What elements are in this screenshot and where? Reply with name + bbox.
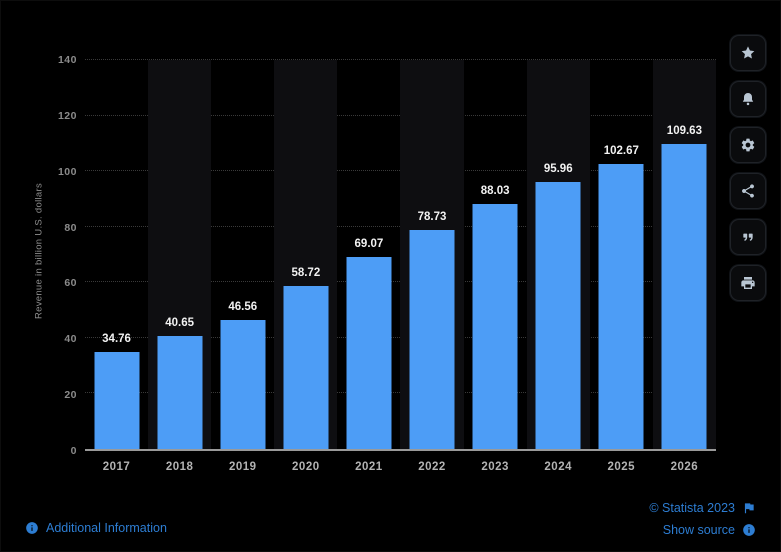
value-label-2017: 34.76 (102, 333, 131, 346)
x-tick-label-2017: 2017 (102, 461, 131, 473)
value-label-2022: 78.73 (417, 211, 447, 224)
chart-column-2022: 78.73 2022 (400, 60, 464, 473)
x-tick-label-2023: 2023 (481, 461, 509, 473)
bar-2017[interactable] (94, 352, 140, 449)
chart-column-2025: 102.67 2025 (590, 60, 653, 473)
gear-icon (741, 138, 755, 152)
value-label-2024: 95.96 (543, 163, 573, 176)
plot-area: 34.76 2017 40.65 2018 46.56 2019 58.72 2020 69.0… (85, 59, 716, 473)
action-toolbar (730, 35, 766, 301)
gridline-140 (85, 59, 716, 60)
x-tick-label-2021: 2021 (355, 461, 383, 473)
y-tick-label-140: 140 (57, 54, 77, 66)
x-tick-label-2019: 2019 (228, 461, 257, 473)
chart-column-2018: 40.65 2018 (148, 60, 212, 473)
bell-icon (742, 93, 754, 106)
y-tick-label-80: 80 (64, 221, 77, 234)
share-icon (742, 184, 754, 198)
cite-button[interactable] (730, 219, 766, 255)
bar-2023[interactable] (472, 204, 518, 449)
statista-copyright-link[interactable]: © Statista 2023 (649, 501, 756, 515)
value-label-2018: 40.65 (165, 317, 195, 330)
copyright-label: © Statista 2023 (649, 501, 735, 515)
x-tick-label-2022: 2022 (418, 461, 446, 473)
bar-2024[interactable] (535, 182, 581, 449)
y-tick-label-120: 120 (57, 109, 77, 122)
info-icon (26, 522, 38, 534)
value-label-2025: 102.67 (603, 144, 639, 157)
chart-column-2024: 95.96 2024 (526, 60, 590, 473)
bar-2021[interactable] (346, 257, 392, 449)
chart-column-2026: 109.63 2026 (652, 60, 716, 473)
value-label-2021: 69.07 (354, 238, 384, 251)
print-button[interactable] (730, 265, 766, 301)
x-tick-label-2026: 2026 (670, 461, 699, 473)
settings-button[interactable] (730, 127, 766, 163)
bar-2026[interactable] (661, 144, 707, 449)
x-tick-label-2025: 2025 (607, 461, 636, 473)
value-label-2019: 46.56 (228, 300, 258, 313)
y-tick-label-100: 100 (57, 165, 77, 178)
notifications-button[interactable] (730, 81, 766, 117)
y-tick-label-40: 40 (64, 333, 77, 346)
bar-2025[interactable] (598, 163, 644, 449)
info-icon (743, 524, 755, 536)
chart-column-2019: 46.56 2019 (211, 60, 274, 473)
x-tick-label-2024: 2024 (544, 461, 572, 473)
chart-column-2023: 88.03 2023 (464, 60, 527, 473)
additional-information-label: Additional Information (46, 521, 167, 535)
value-label-2020: 58.72 (291, 266, 321, 279)
printer-icon (741, 277, 755, 289)
flag-icon (744, 503, 754, 514)
value-label-2023: 88.03 (480, 185, 510, 198)
additional-information-link[interactable]: Additional Information (25, 521, 167, 535)
bar-2022[interactable] (409, 230, 455, 449)
bar-2018[interactable] (157, 336, 203, 449)
star-icon (741, 46, 755, 59)
show-source-link[interactable]: Show source (663, 523, 756, 537)
show-source-label: Show source (662, 523, 735, 537)
bar-2020[interactable] (283, 285, 329, 449)
x-tick-label-2020: 2020 (292, 461, 320, 473)
quote-icon (743, 233, 753, 241)
y-axis-label: Revenue in billion U.S. dollars (33, 182, 45, 320)
y-tick-label-0: 0 (70, 445, 77, 457)
share-button[interactable] (730, 173, 766, 209)
chart-column-2017: 34.76 2017 (85, 60, 148, 473)
y-tick-label-20: 20 (64, 389, 77, 402)
chart-column-2021: 69.07 2021 (337, 60, 400, 473)
x-tick-label-2018: 2018 (165, 461, 194, 473)
favorite-button[interactable] (730, 35, 766, 71)
chart-column-2020: 58.72 2020 (274, 60, 338, 473)
y-tick-label-60: 60 (64, 277, 77, 290)
bar-2019[interactable] (220, 319, 266, 449)
value-label-2026: 109.63 (666, 125, 702, 138)
